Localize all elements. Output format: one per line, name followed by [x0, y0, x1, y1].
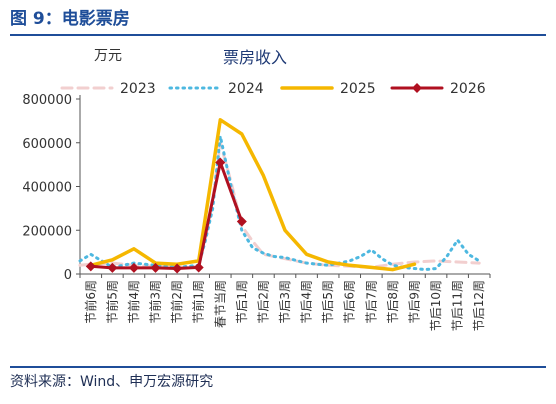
- data-point-2026: [150, 262, 161, 273]
- y-tick-label: 200000: [22, 224, 72, 239]
- y-tick-label: 600000: [22, 137, 72, 152]
- data-point-2026: [128, 262, 139, 273]
- legend-label-2024: 2024: [228, 81, 264, 97]
- x-tick-label: 节前6周: [83, 280, 98, 324]
- x-tick-label: 节后3周: [278, 280, 292, 324]
- x-tick-label: 节前1周: [191, 280, 206, 324]
- x-tick-label: 节后12周: [472, 280, 486, 331]
- x-tick-label: 节后7周: [364, 280, 378, 324]
- data-point-2026: [107, 262, 118, 273]
- data-point-2026: [85, 261, 96, 272]
- source-note: 资料来源：Wind、申万宏源研究: [10, 374, 214, 390]
- x-axis: 节前6周 节前5周 节前4周 节前3周 节前2周 节前1周 春节当周 节后1周 节后2周 节后3周…: [79, 273, 491, 331]
- x-tick-label: 节后11周: [451, 280, 465, 331]
- legend: 2023 2024 2025 2026: [60, 81, 486, 97]
- data-point-2026: [172, 263, 183, 274]
- series-line-2024: [78, 134, 481, 272]
- x-tick-label: 春节当周: [213, 280, 227, 328]
- chart-title: 票房收入: [223, 48, 287, 67]
- x-tick-label: 节后10周: [429, 280, 443, 331]
- legend-label-2023: 2023: [120, 81, 156, 97]
- x-tick-label: 节后2周: [256, 280, 270, 324]
- y-axis-unit: 万元: [94, 48, 122, 64]
- x-tick-label: 节后6周: [343, 280, 357, 324]
- x-tick-label: 节后4周: [300, 280, 314, 324]
- x-tick-label: 节前5周: [104, 280, 119, 324]
- series-line-2026: [89, 160, 244, 270]
- x-tick-label: 节后1周: [235, 280, 249, 324]
- x-tick-label: 节前3周: [148, 280, 163, 324]
- data-point-2026: [193, 262, 204, 273]
- series-line-2023: [78, 141, 481, 269]
- title-divider: [10, 34, 546, 36]
- legend-marker-2026: [412, 83, 422, 93]
- legend-label-2025: 2025: [340, 81, 376, 97]
- y-tick-label: 0: [64, 268, 72, 283]
- x-tick-label: 节后9周: [407, 280, 421, 324]
- x-tick-label: 节前2周: [169, 280, 184, 324]
- y-tick-label: 800000: [22, 93, 72, 108]
- y-axis: 0 200000 400000 600000 800000: [22, 93, 81, 283]
- x-tick-label: 节后5周: [321, 280, 335, 324]
- series-line-2025: [89, 118, 417, 272]
- box-office-chart: 万元 票房收入 2023 2024 2025 2026 0 200000 400000 60…: [22, 48, 491, 331]
- plot-series: [78, 118, 481, 274]
- data-point-2026: [215, 157, 226, 168]
- legend-label-2026: 2026: [450, 81, 486, 97]
- figure-title: 图 9：电影票房: [10, 9, 130, 29]
- data-point-2026: [236, 216, 247, 227]
- source-divider: [10, 366, 546, 368]
- x-tick-label: 节前4周: [126, 280, 141, 324]
- y-tick-label: 400000: [22, 181, 72, 196]
- x-tick-label: 节后8周: [386, 280, 400, 324]
